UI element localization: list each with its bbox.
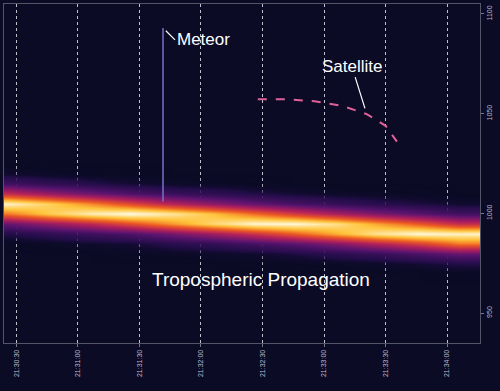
- svg-text:21:34:00: 21:34:00: [443, 350, 450, 377]
- svg-text:1050: 1050: [486, 105, 493, 121]
- svg-text:21:30:30: 21:30:30: [13, 350, 20, 377]
- svg-text:Tropospheric Propagation: Tropospheric Propagation: [152, 269, 370, 290]
- svg-text:1100: 1100: [486, 5, 493, 20]
- svg-text:21:33:30: 21:33:30: [382, 350, 389, 377]
- svg-text:21:31:00: 21:31:00: [74, 350, 81, 377]
- svg-text:Meteor: Meteor: [177, 30, 230, 49]
- svg-text:21:32:30: 21:32:30: [259, 350, 266, 377]
- svg-text:21:32:00: 21:32:00: [197, 350, 204, 377]
- svg-text:Satellite: Satellite: [322, 57, 382, 76]
- svg-text:1000: 1000: [486, 204, 493, 220]
- svg-text:950: 950: [486, 306, 493, 318]
- svg-text:21:31:30: 21:31:30: [136, 350, 143, 377]
- svg-text:21:33:00: 21:33:00: [320, 350, 327, 377]
